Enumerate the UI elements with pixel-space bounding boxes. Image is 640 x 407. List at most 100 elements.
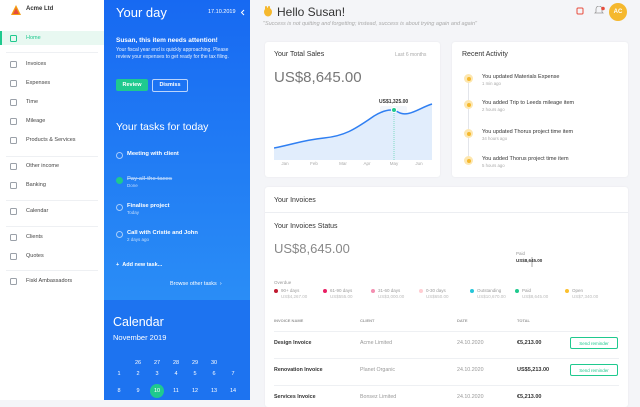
nav-item[interactable]: Time bbox=[26, 98, 39, 105]
nav-divider bbox=[6, 270, 98, 271]
legend-amount: US$3,000.00 bbox=[378, 294, 405, 299]
task-check[interactable] bbox=[116, 230, 123, 238]
cell: €5,213.00 bbox=[517, 394, 542, 400]
row-divider bbox=[274, 385, 619, 386]
nav-icon[interactable] bbox=[10, 181, 17, 189]
activity-card: Recent Activity You updated Materials Ex… bbox=[452, 42, 628, 177]
avatar[interactable]: AC bbox=[609, 3, 627, 21]
invoices-title: Your Invoices bbox=[274, 197, 316, 204]
notice-title: Susan, this item needs attention! bbox=[116, 37, 218, 44]
sidebar: Acme Ltd Home Invoices Expenses Time Mileage… bbox=[0, 0, 106, 400]
header-icons[interactable] bbox=[576, 6, 612, 18]
calendar-day[interactable]: 3 bbox=[155, 371, 159, 377]
nav-icon[interactable] bbox=[10, 136, 17, 144]
calendar-day[interactable]: 13 bbox=[210, 388, 218, 394]
calendar-day[interactable]: 30 bbox=[210, 360, 218, 366]
nav-item[interactable]: Home bbox=[26, 34, 41, 41]
cell: Bonsez Limited bbox=[360, 394, 397, 400]
task-check[interactable] bbox=[116, 203, 123, 211]
calendar-day[interactable]: 12 bbox=[191, 388, 199, 394]
month-label: Feb bbox=[310, 161, 318, 166]
task-note: 2 days ago bbox=[127, 237, 150, 242]
notice-text: Your fiscal year end is quickly approach… bbox=[116, 47, 229, 60]
legend-dot bbox=[515, 289, 519, 293]
month-label: Jan bbox=[281, 161, 289, 166]
browse-tasks[interactable]: Browse other tasks › bbox=[170, 281, 222, 287]
send-reminder-button[interactable]: Send reminder bbox=[570, 337, 618, 349]
nav-icon[interactable] bbox=[10, 79, 17, 87]
calendar-title: Calendar bbox=[113, 315, 164, 329]
task-name[interactable]: Finalise project bbox=[127, 203, 170, 209]
activity-time: 5 hours ago bbox=[482, 163, 505, 168]
nav-item[interactable]: Quotes bbox=[26, 252, 44, 259]
nav-icon[interactable] bbox=[10, 207, 17, 215]
day-panel: Your day 17.10.2019 Susan, this item nee… bbox=[104, 0, 250, 400]
activity-text: You added Trip to Leeds mileage item bbox=[482, 100, 575, 106]
cell: Renovation Invoice bbox=[274, 367, 323, 373]
legend-amount: US$650.00 bbox=[426, 294, 449, 299]
activity-time: 34 hours ago bbox=[482, 136, 508, 141]
nav-item[interactable]: Mileage bbox=[26, 117, 46, 124]
overdue-label: Overdue bbox=[274, 280, 292, 285]
nav-item[interactable]: Clients bbox=[26, 233, 43, 240]
nav-item[interactable]: Other income bbox=[26, 162, 60, 169]
nav-icon[interactable] bbox=[10, 252, 17, 260]
paid-amount: US$8,645.00 bbox=[516, 258, 543, 263]
sales-card: Your Total Sales Last 6 months US$8,645.… bbox=[265, 42, 440, 177]
task-name[interactable]: Pay all the taxes bbox=[127, 176, 173, 182]
activity-text: You added Thorus project time item bbox=[482, 156, 569, 162]
calendar-day[interactable]: 5 bbox=[193, 371, 197, 377]
nav-item[interactable]: Expenses bbox=[26, 79, 51, 86]
nav-item[interactable]: Fiskl Ambassadors bbox=[26, 277, 73, 284]
calendar-day[interactable]: 11 bbox=[173, 388, 179, 394]
nav-icon[interactable] bbox=[10, 98, 17, 106]
row-divider bbox=[274, 331, 619, 332]
nav-icon[interactable] bbox=[10, 60, 17, 68]
nav-item[interactable]: Invoices bbox=[26, 60, 47, 67]
calendar-day[interactable]: 6 bbox=[212, 371, 216, 377]
browse-label[interactable]: Browse other tasks bbox=[170, 281, 217, 287]
send-reminder-button[interactable]: Send reminder bbox=[570, 364, 618, 376]
month-label: Mar bbox=[339, 161, 347, 166]
calendar-day[interactable]: 7 bbox=[231, 371, 235, 377]
task-check[interactable] bbox=[116, 176, 123, 184]
calendar-day[interactable]: 8 bbox=[117, 388, 121, 394]
task-name[interactable]: Call with Cristie and John bbox=[127, 230, 198, 236]
calendar-day[interactable]: 29 bbox=[191, 360, 199, 366]
add-task[interactable]: + Add new task... bbox=[116, 262, 163, 268]
status-bar bbox=[531, 257, 533, 267]
legend-amount: US$7,340.00 bbox=[572, 294, 599, 299]
activity-time: 1 min ago bbox=[482, 81, 501, 86]
nav-icon[interactable] bbox=[10, 117, 17, 125]
nav-item[interactable]: Products & Services bbox=[26, 136, 76, 143]
nav-icon[interactable] bbox=[10, 277, 17, 285]
divider bbox=[265, 212, 628, 213]
nav-icon[interactable] bbox=[10, 233, 17, 241]
legend-amount: US$555.00 bbox=[330, 294, 353, 299]
prev-button[interactable] bbox=[240, 9, 246, 16]
legend-dot bbox=[371, 289, 375, 293]
review-button[interactable]: Review bbox=[116, 79, 148, 91]
calendar-day[interactable]: 26 bbox=[134, 360, 142, 366]
calendar-month: November 2019 bbox=[113, 333, 167, 342]
date: 17.10.2019 bbox=[208, 9, 236, 15]
nav-icon[interactable] bbox=[10, 162, 17, 170]
task-check[interactable] bbox=[116, 151, 123, 159]
calendar-day[interactable]: 9 bbox=[136, 388, 140, 394]
calendar-day[interactable]: 10 bbox=[153, 388, 161, 394]
calendar-day[interactable]: 27 bbox=[153, 360, 161, 366]
calendar-day[interactable]: 14 bbox=[229, 388, 237, 394]
nav-item[interactable]: Banking bbox=[26, 181, 46, 188]
nav-icon[interactable] bbox=[10, 34, 17, 42]
task-name[interactable]: Meeting with client bbox=[127, 151, 179, 157]
legend-amount: US$4,267.00 bbox=[281, 294, 308, 299]
calendar-day[interactable]: 2 bbox=[136, 371, 140, 377]
add-task-label[interactable]: Add new task... bbox=[122, 262, 163, 268]
dismiss-button[interactable]: Dismiss bbox=[152, 79, 188, 92]
calendar-day[interactable]: 1 bbox=[117, 371, 121, 377]
calendar-day[interactable]: 28 bbox=[172, 360, 180, 366]
nav-item[interactable]: Calendar bbox=[26, 207, 49, 214]
quote: "Success is not quitting and forgetting;… bbox=[263, 21, 477, 27]
calendar-day[interactable]: 4 bbox=[174, 371, 178, 377]
